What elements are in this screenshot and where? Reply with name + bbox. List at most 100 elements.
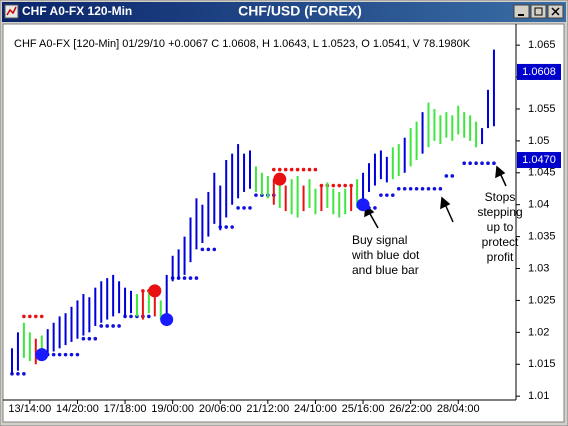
stop-dot	[188, 276, 193, 280]
stop-dot	[444, 174, 449, 178]
stop-dot	[295, 167, 300, 172]
stop-dot	[28, 314, 32, 319]
x-tick-label: 13/14:00	[8, 403, 51, 415]
stop-dot	[420, 186, 425, 191]
stop-dot	[230, 225, 234, 229]
stop-dot	[39, 314, 44, 319]
stop-dot	[57, 352, 62, 357]
stop-dot	[129, 314, 133, 319]
stop-dot	[408, 186, 413, 191]
stop-dot	[343, 183, 348, 188]
stop-dot	[468, 161, 472, 166]
icon-graph	[6, 6, 17, 16]
stop-dot	[147, 314, 151, 319]
stop-dot	[212, 247, 217, 252]
stop-dot	[16, 372, 20, 376]
maximize-button[interactable]	[530, 4, 547, 19]
annotation: with blue dot	[351, 248, 420, 262]
x-tick-label: 14/20:00	[56, 403, 99, 415]
x-tick-label: 21/12:00	[246, 403, 289, 415]
stop-dot	[63, 352, 68, 357]
stop-dot	[486, 161, 490, 166]
stop-dot	[402, 186, 407, 191]
x-tick-label: 17/18:00	[104, 403, 147, 415]
price-label: 1.0608	[522, 66, 556, 78]
stop-dot	[182, 276, 187, 280]
stop-dot	[492, 161, 496, 166]
y-tick-label: 1.065	[528, 39, 556, 51]
stop-dot	[462, 161, 467, 166]
y-tick-label: 1.05	[528, 135, 549, 147]
annotation: stepping	[477, 205, 522, 219]
x-tick-label: 24/10:00	[294, 403, 337, 415]
signal-dot	[148, 284, 162, 298]
arrow	[444, 203, 454, 223]
minimize-button[interactable]	[513, 4, 530, 19]
stop-dot	[87, 336, 92, 341]
annotation: Stops	[485, 190, 516, 204]
chart-title: CHF/USD (FOREX)	[238, 3, 362, 19]
stop-dot	[93, 336, 98, 341]
signal-dot	[356, 198, 370, 212]
stop-dot	[99, 324, 104, 328]
title-bar	[2, 2, 566, 22]
signal-dot	[160, 313, 174, 327]
stop-dot	[313, 167, 318, 172]
y-tick-label: 1.015	[528, 358, 556, 370]
x-tick-label: 20/06:00	[199, 403, 242, 415]
signal-dot	[35, 348, 49, 362]
stop-dot	[75, 352, 80, 357]
stop-dot	[432, 186, 437, 191]
stop-dot	[194, 276, 199, 280]
arrow-head	[440, 196, 451, 210]
annotation: up to	[487, 220, 514, 234]
stop-dot	[236, 206, 240, 210]
stop-dot	[242, 206, 246, 210]
y-tick-label: 1.035	[528, 231, 556, 243]
stop-dot	[51, 352, 56, 357]
stop-dot	[277, 167, 282, 172]
y-tick-label: 1.04	[528, 199, 549, 211]
stop-dot	[200, 247, 205, 252]
close-glyph	[551, 7, 560, 16]
annotation: and blue bar	[352, 263, 419, 277]
y-tick-label: 1.055	[528, 103, 556, 115]
stop-dot	[450, 174, 455, 178]
stop-dot	[69, 352, 74, 357]
stop-dot	[22, 314, 26, 319]
stop-dot	[301, 167, 306, 172]
stop-dot	[385, 193, 389, 197]
stop-dot	[22, 372, 26, 376]
annotation: profit	[487, 250, 514, 264]
price-label: 1.0470	[522, 154, 556, 166]
window-buttons	[513, 4, 564, 19]
y-tick-label: 1.025	[528, 294, 556, 306]
stop-dot	[379, 193, 383, 197]
stop-dot	[391, 193, 395, 197]
chart-panel	[2, 23, 565, 423]
stop-dot	[307, 167, 312, 172]
arrow	[368, 211, 379, 229]
stop-dot	[254, 193, 258, 197]
y-tick-label: 1.01	[528, 390, 549, 402]
annotation: Buy signal	[352, 233, 407, 247]
stop-dot	[373, 206, 377, 210]
info-line: CHF A0-FX [120-Min] 01/29/10 +0.0067 C 1…	[14, 38, 471, 50]
stop-dot	[283, 167, 288, 172]
stop-dot	[248, 206, 252, 210]
x-tick-label: 28/04:00	[437, 403, 480, 415]
stop-dot	[34, 314, 38, 319]
stop-dot	[414, 186, 419, 191]
y-tick-label: 1.02	[528, 326, 549, 338]
x-tick-label: 25/16:00	[342, 403, 385, 415]
stop-dot	[117, 324, 121, 328]
arrows	[364, 165, 507, 229]
stop-dot	[206, 247, 211, 252]
arrow-head	[495, 165, 506, 179]
stop-dot	[438, 186, 443, 191]
stop-dot	[426, 186, 431, 191]
stop-dot	[105, 324, 109, 328]
stop-dot	[331, 183, 336, 188]
stop-dot	[224, 225, 228, 229]
